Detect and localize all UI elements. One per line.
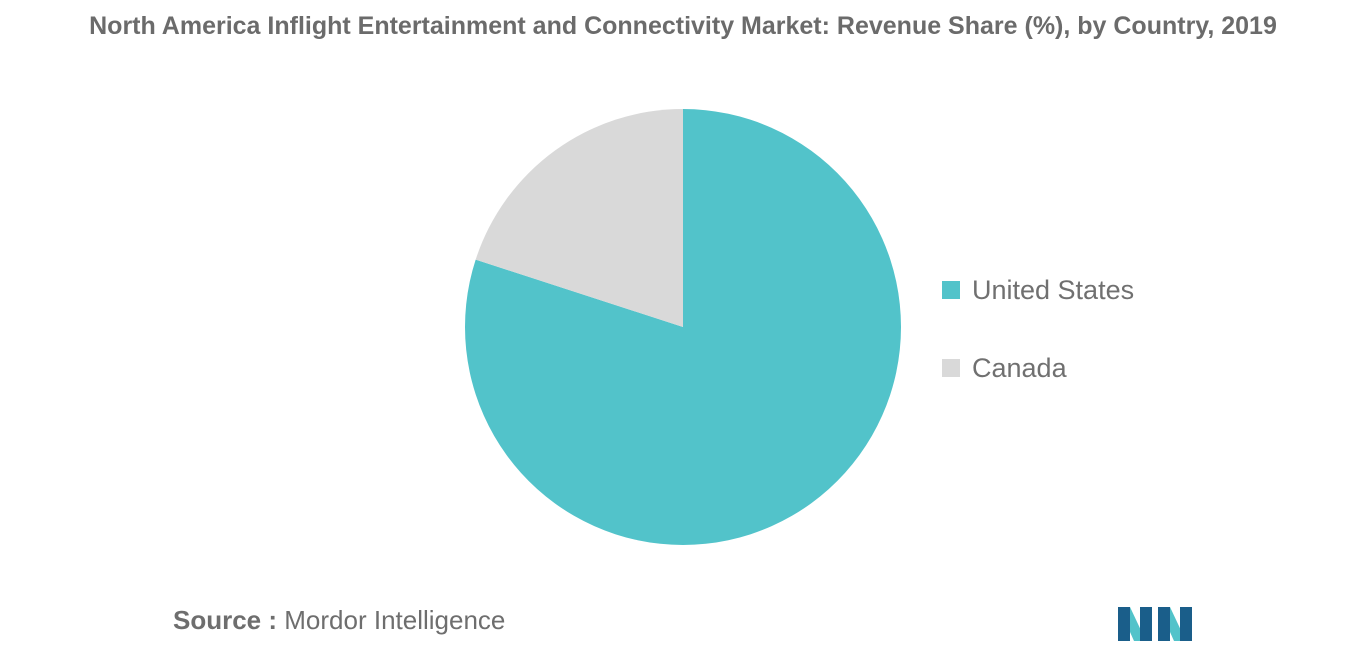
legend-label-canada: Canada [972, 352, 1067, 383]
source-note: Source : Mordor Intelligence [173, 605, 505, 636]
chart-title: North America Inflight Entertainment and… [89, 12, 1277, 40]
legend-item-united-states[interactable]: United States [942, 272, 1134, 308]
source-text: Mordor Intelligence [284, 605, 506, 635]
chart-legend: United States Canada [942, 272, 1134, 428]
source-label: Source : [173, 605, 278, 635]
mordor-intelligence-logo-icon [1118, 607, 1192, 641]
pie-slice-canada[interactable] [475, 109, 683, 327]
legend-swatch-canada [942, 359, 960, 377]
legend-label-united-states: United States [972, 274, 1135, 305]
legend-swatch-united-states [942, 281, 960, 299]
legend-item-canada[interactable]: Canada [942, 350, 1134, 386]
